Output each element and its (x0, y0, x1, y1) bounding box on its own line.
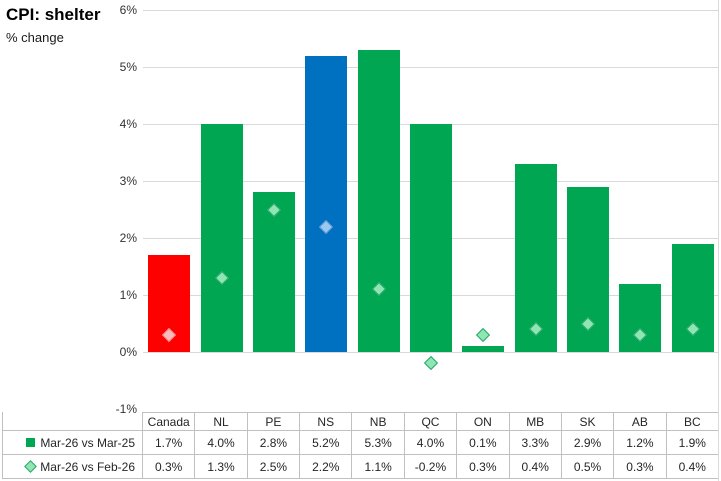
chart-title: CPI: shelter (6, 5, 101, 24)
legend-diamond-icon (24, 460, 38, 473)
legend-label: Mar-26 vs Mar-25 (40, 435, 135, 450)
y-tick-label: 5% (119, 60, 137, 74)
y-tick-label: 1% (119, 288, 137, 302)
table-header-cell: QC (404, 412, 458, 431)
table-header-cell: Canada (143, 412, 196, 431)
table-row: Mar-26 vs Feb-26 0.3% 1.3% 2.5% 2.2% 1.1% -0.2… (2, 455, 719, 479)
table-value-cell: 0.3% (614, 455, 667, 479)
chart-subtitle: % change (6, 30, 64, 45)
bar-on (462, 346, 505, 352)
marker-diamond-on (476, 327, 491, 342)
table-value-cell: -0.2% (404, 455, 458, 479)
chart-right-border (718, 0, 719, 481)
table-header-cell: NS (300, 412, 353, 431)
bar-qc (410, 124, 452, 352)
y-tick-label: 0% (119, 345, 137, 359)
legend-square-icon (26, 438, 36, 447)
table-value-cell: 0.3% (143, 455, 196, 479)
table-value-cell: 5.2% (300, 431, 353, 455)
y-tick-label: -1% (115, 402, 137, 416)
table-value-cell: 1.3% (195, 455, 248, 479)
y-tick-label: 4% (119, 117, 137, 131)
table-value-cell: 0.3% (457, 455, 510, 479)
table-value-cell: 4.0% (404, 431, 458, 455)
table-header-cell: NB (352, 412, 405, 431)
y-tick-label: 2% (119, 231, 137, 245)
table-header-cell: NL (195, 412, 248, 431)
y-tick-label: 3% (119, 174, 137, 188)
table-header-cell: AB (614, 412, 667, 431)
data-table: Canada NL PE NS NB QC ON MB SK AB BC Mar-26 vs Mar-… (2, 412, 719, 479)
bar-ab (619, 283, 662, 352)
table-header-cell: MB (509, 412, 562, 431)
bar-nb (357, 49, 400, 352)
bar-ns (305, 55, 348, 352)
legend-cell-bars: Mar-26 vs Mar-25 (2, 431, 143, 455)
table-header-cell: ON (457, 412, 510, 431)
table-value-cell: 0.4% (666, 455, 719, 479)
bar-pe (252, 192, 295, 352)
table-header-cell: BC (666, 412, 719, 431)
table-value-cell: 2.8% (247, 431, 301, 455)
table-value-cell: 0.4% (509, 455, 562, 479)
table-value-cell: 0.1% (457, 431, 510, 455)
marker-diamond-qc (423, 356, 439, 371)
table-value-cell: 1.2% (614, 431, 667, 455)
legend-label: Mar-26 vs Feb-26 (40, 459, 135, 474)
bar-mb (514, 163, 557, 352)
table-value-cell: 2.9% (561, 431, 615, 455)
table-value-cell: 4.0% (195, 431, 248, 455)
bar-nl (200, 124, 243, 352)
table-value-cell: 2.2% (300, 455, 353, 479)
table-header-cell: PE (247, 412, 301, 431)
table-value-cell: 5.3% (352, 431, 405, 455)
table-row: Mar-26 vs Mar-25 1.7% 4.0% 2.8% 5.2% 5.3% 4.0%… (2, 431, 719, 455)
table-value-cell: 1.7% (143, 431, 196, 455)
legend-cell-markers: Mar-26 vs Feb-26 (2, 455, 143, 479)
table-value-cell: 3.3% (509, 431, 562, 455)
grid-line (143, 66, 719, 68)
table-value-cell: 2.5% (247, 455, 301, 479)
table-value-cell: 1.1% (352, 455, 405, 479)
table-value-cell: 1.9% (666, 431, 719, 455)
y-tick-label: 6% (119, 3, 137, 17)
grid-line (143, 9, 719, 11)
table-value-cell: 0.5% (561, 455, 615, 479)
grid-line (143, 351, 719, 353)
table-header-cell: SK (561, 412, 615, 431)
table-legend-corner (2, 412, 143, 431)
table-header-row: Canada NL PE NS NB QC ON MB SK AB BC (2, 412, 719, 431)
